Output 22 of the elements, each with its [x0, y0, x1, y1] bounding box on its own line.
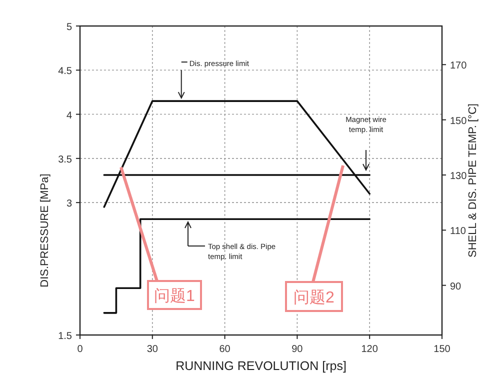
x-axis-title: RUNNING REVOLUTION [rps] — [176, 359, 346, 373]
y-tick-label: 3.5 — [58, 154, 72, 166]
x-tick-label: 0 — [77, 344, 84, 355]
x-tick-label: 150 — [434, 344, 451, 355]
x-tick-label: 60 — [219, 344, 231, 355]
annotation: 问题1 — [154, 287, 196, 305]
y-tick-label: 4 — [66, 110, 72, 122]
y2-tick-label: 170 — [450, 60, 468, 72]
y-tick-label: 5 — [66, 22, 72, 33]
x-tick-label: 30 — [146, 344, 158, 355]
y-tick-label: 3 — [66, 198, 72, 210]
y2-tick-label: 150 — [450, 116, 468, 127]
y-tick-label: 1.5 — [58, 331, 72, 342]
x-tick-label: 120 — [361, 344, 378, 355]
y-axis-title: DIS.PRESSURE [MPa] — [39, 174, 51, 288]
y2-axis-title: SHELL & DIS. PIPE TEMP. [°C] — [467, 104, 479, 258]
annotation: 问题2 — [294, 288, 335, 306]
y2-tick-label: 130 — [450, 170, 468, 182]
y2-tick-label: 90 — [450, 281, 462, 292]
x-tick-label: 90 — [292, 344, 304, 355]
y2-tick-label: 110 — [450, 226, 466, 238]
y-tick-label: 4.5 — [58, 66, 72, 78]
